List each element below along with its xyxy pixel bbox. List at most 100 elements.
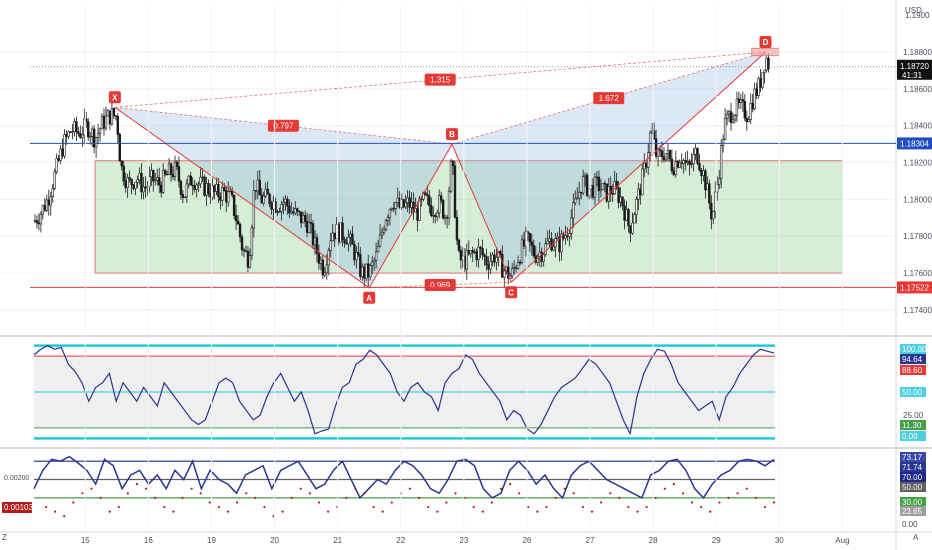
candle-body bbox=[106, 110, 110, 117]
candle-body bbox=[43, 205, 47, 211]
candle-body bbox=[759, 78, 762, 88]
osc2-signal-dot bbox=[636, 510, 639, 513]
time-tick-label: 29 bbox=[712, 536, 721, 545]
candle-body bbox=[370, 261, 374, 266]
candle-body bbox=[236, 220, 240, 225]
candle-body bbox=[359, 254, 362, 277]
candle-body bbox=[299, 211, 303, 224]
candle-body bbox=[467, 250, 470, 255]
osc2-level-tag-label: 71.74 bbox=[902, 463, 923, 472]
osc2-level-tag-label: 70.00 bbox=[902, 473, 923, 482]
candle-body bbox=[601, 183, 605, 190]
candle-body bbox=[560, 233, 563, 253]
candle-body bbox=[382, 229, 386, 233]
candle-body bbox=[696, 148, 699, 164]
candle-body bbox=[459, 250, 463, 261]
candle-body bbox=[609, 186, 612, 194]
candle-body bbox=[706, 183, 709, 191]
osc1-level-tag bbox=[900, 354, 926, 364]
candle-body bbox=[116, 116, 120, 135]
candle-body bbox=[394, 202, 398, 210]
osc2-signal-dot bbox=[727, 496, 730, 499]
candle-body bbox=[690, 163, 693, 165]
candle-body bbox=[207, 183, 210, 194]
candle-body bbox=[114, 115, 118, 117]
candle-body bbox=[187, 175, 190, 185]
candle-body bbox=[197, 183, 200, 186]
osc2-left-current: 0.00103 bbox=[4, 503, 33, 512]
candle-body bbox=[581, 176, 585, 194]
candle-body bbox=[315, 237, 319, 254]
candle-body bbox=[723, 117, 727, 140]
time-tick-label: 16 bbox=[144, 536, 153, 545]
candle-body bbox=[294, 208, 297, 214]
candle-body bbox=[252, 190, 256, 229]
candle-body bbox=[144, 186, 147, 189]
candle-body bbox=[49, 196, 52, 206]
candle-body bbox=[576, 197, 579, 200]
candle-body bbox=[177, 166, 181, 182]
candle-body bbox=[516, 262, 520, 269]
candle-body bbox=[258, 179, 261, 196]
candle-body bbox=[749, 102, 752, 120]
candle-body bbox=[298, 210, 301, 213]
osc2-signal-dot bbox=[254, 496, 257, 499]
candle-body bbox=[639, 188, 642, 196]
candle-body bbox=[191, 184, 194, 187]
candle-body bbox=[670, 158, 674, 172]
osc2-signal-dot bbox=[736, 492, 739, 495]
candle-body bbox=[280, 204, 283, 212]
pattern-ratio-label: 1.315 bbox=[430, 76, 451, 85]
candle-body bbox=[325, 264, 329, 274]
candle-body bbox=[641, 168, 644, 196]
candle-body bbox=[704, 170, 707, 191]
osc2-level-tag bbox=[900, 452, 926, 462]
candle-body bbox=[767, 57, 770, 70]
osc2-signal-dot bbox=[763, 505, 767, 509]
candle-body bbox=[579, 191, 583, 194]
pattern-point-tag bbox=[108, 91, 121, 104]
pattern-point-c: C bbox=[508, 288, 514, 297]
candle-body bbox=[501, 253, 504, 278]
candle-body bbox=[90, 128, 94, 137]
candle-body bbox=[530, 241, 534, 246]
candle-body bbox=[678, 162, 681, 168]
osc2-signal-dot bbox=[72, 501, 75, 504]
osc2-level-tag bbox=[900, 462, 926, 472]
osc2-left-current-tag bbox=[2, 502, 32, 513]
osc2-signal-dot bbox=[263, 505, 266, 509]
candle-body bbox=[485, 256, 488, 266]
candle-body bbox=[301, 215, 305, 224]
candle-body bbox=[710, 202, 713, 220]
candle-body bbox=[351, 233, 354, 245]
candle-body bbox=[327, 250, 330, 266]
candle-body bbox=[307, 222, 311, 233]
osc2-signal-dot bbox=[163, 505, 166, 509]
candle-body bbox=[619, 196, 622, 203]
candle-body bbox=[343, 239, 346, 243]
candle-body bbox=[503, 270, 506, 278]
candle-body bbox=[376, 245, 380, 253]
osc2-signal-dot bbox=[54, 510, 57, 513]
candle-body bbox=[51, 188, 54, 198]
candle-body bbox=[477, 246, 480, 260]
corner-label-bottom: A bbox=[913, 533, 919, 542]
candle-body bbox=[475, 251, 478, 260]
candle-body bbox=[53, 171, 56, 189]
osc2-level-tag bbox=[900, 506, 926, 516]
corner-label-top: Z bbox=[2, 533, 7, 542]
candle-body bbox=[45, 199, 49, 211]
pattern-ratio-tag bbox=[424, 279, 456, 292]
candle-body bbox=[672, 170, 676, 175]
candle-body bbox=[741, 99, 745, 102]
candle-body bbox=[228, 190, 232, 193]
candle-body bbox=[240, 236, 244, 251]
candle-body bbox=[572, 202, 575, 219]
candle-body bbox=[303, 215, 307, 222]
candle-body bbox=[79, 133, 82, 138]
candle-body bbox=[61, 148, 64, 157]
candle-body bbox=[368, 265, 372, 278]
candle-body bbox=[668, 150, 672, 160]
